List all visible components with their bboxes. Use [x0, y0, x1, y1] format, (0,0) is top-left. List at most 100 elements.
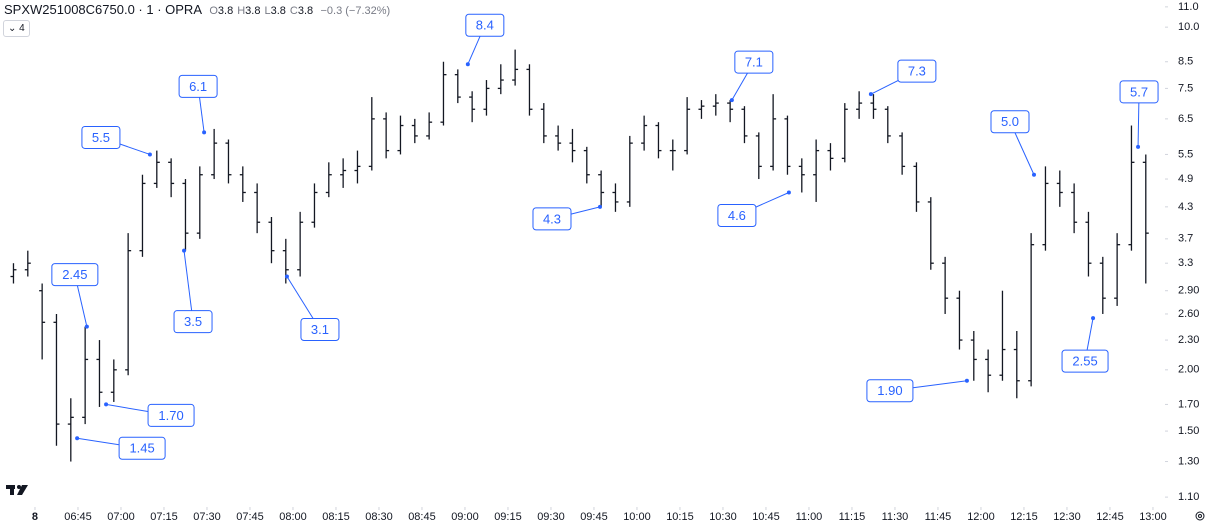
- callout-point: [729, 98, 734, 103]
- x-tick-label: 11:15: [839, 511, 866, 523]
- y-tick-label: 4.3: [1178, 201, 1193, 213]
- field-label: L: [264, 5, 271, 17]
- callout-point: [786, 190, 791, 195]
- ohlc-bar: [254, 183, 261, 234]
- ohlc-bar: [196, 166, 203, 239]
- ohlc-bar: [354, 150, 361, 184]
- ohlc-bar: [684, 97, 691, 155]
- callout-label: 1.90: [877, 383, 902, 398]
- ohlc-bar: [297, 211, 304, 277]
- callout-point: [465, 62, 470, 67]
- ohlc-field: L3.8: [264, 5, 285, 17]
- ohlc-bar: [397, 115, 404, 155]
- callout: 1.45: [75, 436, 166, 460]
- x-tick-label: 09:15: [494, 511, 522, 523]
- x-tick-label: 07:15: [150, 511, 178, 523]
- x-tick-label: 12:00: [967, 511, 995, 523]
- ohlc-bar: [583, 146, 590, 184]
- ohlc-bar: [24, 250, 31, 277]
- tv-logo: [6, 485, 28, 495]
- ohlc-bar: [841, 103, 848, 163]
- x-tick-label: 10:30: [709, 511, 737, 523]
- ohlc-bar: [698, 100, 705, 119]
- callout: 8.4: [465, 13, 505, 67]
- ohlc-bar: [612, 183, 619, 212]
- y-tick-label: 7.5: [1178, 82, 1193, 94]
- callout: 2.45: [51, 263, 99, 329]
- ohlc-bar: [268, 216, 275, 264]
- y-tick-label: 2.00: [1178, 364, 1199, 376]
- ohlc-bar: [813, 139, 820, 202]
- ohlc-bar: [899, 132, 906, 175]
- callout-label: 3.1: [311, 322, 329, 337]
- callout-box: [51, 263, 99, 287]
- x-tick-label: 08:15: [322, 511, 350, 523]
- ohlc-bar: [125, 233, 132, 376]
- indicators-toggle[interactable]: ⌄ 4: [3, 20, 30, 37]
- ohlc-bar: [440, 61, 447, 126]
- field-value: 3.8: [217, 5, 234, 17]
- ohlc-field: C3.8: [290, 5, 313, 17]
- x-tick-label: 12:45: [1096, 511, 1124, 523]
- x-tick-label: 07:45: [236, 511, 264, 523]
- indicator-count: 4: [19, 23, 25, 34]
- callout-box: [173, 310, 213, 334]
- y-tick-label: 3.7: [1178, 233, 1193, 245]
- ohlc-bar: [555, 125, 562, 151]
- y-tick-label: 2.60: [1178, 308, 1199, 320]
- callout-label: 4.3: [543, 211, 561, 226]
- ohlc-bar: [942, 256, 949, 314]
- callout-point: [182, 248, 187, 253]
- symbol: SPXW251008C6750.0 · 1 · OPRA: [4, 2, 202, 17]
- callout: 4.6: [717, 190, 791, 227]
- callout: 5.7: [1119, 80, 1159, 149]
- callout: 7.1: [729, 50, 774, 103]
- settings-icon[interactable]: [1195, 511, 1205, 521]
- callout-label: 2.45: [62, 267, 87, 282]
- callout-box: [178, 74, 218, 98]
- callout-box: [897, 59, 937, 83]
- ohlc-bar: [1142, 154, 1149, 284]
- callout: 1.70: [104, 402, 195, 427]
- callout-point: [202, 130, 207, 135]
- callout-point: [1091, 316, 1096, 321]
- ohlc-bar: [884, 106, 891, 144]
- x-tick-label: 12:15: [1010, 511, 1038, 523]
- x-tick-label: 07:30: [193, 511, 221, 523]
- x-tick-label: 11:45: [925, 511, 952, 523]
- callout: 3.5: [173, 248, 213, 334]
- callout-point: [964, 378, 969, 383]
- y-tick-label: 1.30: [1178, 455, 1199, 467]
- callout: 5.0: [990, 110, 1036, 177]
- x-tick-label: 08:45: [408, 511, 436, 523]
- x-tick-label: 11:30: [882, 511, 909, 523]
- callout-label: 5.0: [1001, 114, 1019, 129]
- callout: 2.55: [1061, 316, 1109, 373]
- callout-point: [1136, 144, 1141, 149]
- ohlc-bar: [10, 263, 17, 284]
- ohlc-bar: [970, 331, 977, 381]
- callout: 6.1: [178, 74, 218, 135]
- callout-point: [597, 204, 602, 209]
- x-tick-label: 10:15: [666, 511, 694, 523]
- y-tick-label: 3.3: [1178, 257, 1193, 269]
- ohlc-bar: [755, 132, 762, 180]
- ohlc-bar: [82, 326, 89, 425]
- ohlc-bar: [1128, 125, 1135, 251]
- callout-box: [734, 50, 774, 74]
- ohlc-bar: [985, 349, 992, 393]
- y-tick-label: 2.90: [1178, 285, 1199, 297]
- callout-box: [717, 203, 757, 227]
- callout-box: [990, 110, 1030, 134]
- ohlc-field: H3.8: [237, 5, 260, 17]
- x-tick-label: 13:00: [1139, 511, 1167, 523]
- ohlc-bar: [39, 283, 46, 360]
- y-tick-label: 10.0: [1178, 21, 1199, 33]
- ohlc-bar: [1071, 183, 1078, 234]
- callout-box: [300, 318, 340, 342]
- callout-label: 1.45: [129, 441, 154, 456]
- ohlc-bar: [483, 80, 490, 116]
- ohlc-bar: [526, 64, 533, 116]
- y-tick-label: 2.30: [1178, 334, 1199, 346]
